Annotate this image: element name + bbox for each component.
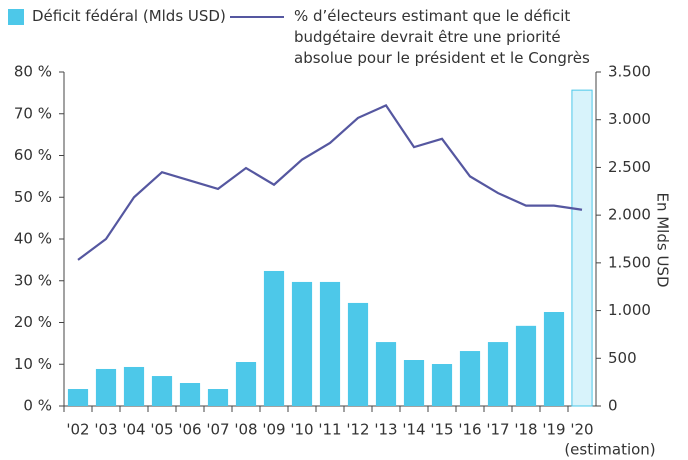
- y2-tick-label: 500: [608, 349, 637, 367]
- x-tick-label: '13: [374, 421, 397, 439]
- x-tick-label: '19: [542, 421, 565, 439]
- bar: [403, 360, 425, 406]
- y-tick-label: 30 %: [14, 271, 52, 289]
- bar: [347, 302, 369, 406]
- y-tick-label: 50 %: [14, 188, 52, 206]
- x-tick-label: '12: [346, 421, 369, 439]
- legend-line: % d’électeurs estimant que le déficit bu…: [230, 6, 620, 69]
- x-tick-label: '07: [206, 421, 229, 439]
- y-tick-label: 70 %: [14, 104, 52, 122]
- bar: [319, 281, 341, 406]
- bar: [459, 351, 481, 406]
- bar: [375, 342, 397, 406]
- legend-bar: Déficit fédéral (Mlds USD): [8, 6, 226, 27]
- y-tick-label: 40 %: [14, 230, 52, 248]
- x-tick-label: '09: [262, 421, 285, 439]
- y-tick-label: 20 %: [14, 313, 52, 331]
- x-tick-label: '08: [234, 421, 257, 439]
- y2-axis-title: En Mlds USD: [654, 192, 672, 287]
- bar: [151, 376, 173, 406]
- x-tick-label: '11: [318, 421, 341, 439]
- x-tick-label: '06: [178, 421, 201, 439]
- y-tick-label: 80 %: [14, 63, 52, 81]
- y2-tick-label: 1.500: [608, 253, 651, 271]
- bar: [543, 312, 565, 406]
- y2-tick-label: 2.000: [608, 206, 651, 224]
- legend-swatch: [8, 8, 24, 25]
- bar: [67, 389, 89, 406]
- y2-tick-label: 2.500: [608, 158, 651, 176]
- x-tick-label: '14: [402, 421, 425, 439]
- x-tick-label: '10: [290, 421, 313, 439]
- x-tick-label: '15: [430, 421, 453, 439]
- x-tick-label: '02: [66, 421, 89, 439]
- bar: [291, 281, 313, 406]
- legend-swatch: [230, 16, 284, 18]
- x-tick-label: '16: [458, 421, 481, 439]
- y2-tick-label: 0: [608, 397, 618, 415]
- x-tick-label: '20: [570, 421, 593, 439]
- bar: [431, 364, 453, 406]
- x-tick-label: '04: [122, 421, 145, 439]
- annotation: (estimation): [564, 441, 655, 459]
- legend-label: Déficit fédéral (Mlds USD): [32, 7, 226, 25]
- bar: [179, 383, 201, 406]
- legend-label: % d’électeurs estimant que le déficit bu…: [294, 7, 590, 67]
- bar: [263, 270, 285, 406]
- y-tick-label: 10 %: [14, 355, 52, 373]
- bar: [515, 325, 537, 406]
- y-tick-label: 0 %: [23, 397, 52, 415]
- line: [77, 104, 583, 261]
- x-tick-label: '17: [486, 421, 509, 439]
- bar: [235, 362, 257, 406]
- y2-tick-label: 3.000: [608, 110, 651, 128]
- y2-tick-label: 3.500: [608, 63, 651, 81]
- y-tick-label: 60 %: [14, 146, 52, 164]
- y2-tick-label: 1.000: [608, 301, 651, 319]
- x-tick-label: '18: [514, 421, 537, 439]
- x-tick-label: '03: [94, 421, 117, 439]
- bar: [487, 342, 509, 406]
- x-tick-label: '05: [150, 421, 173, 439]
- bar: [123, 366, 145, 406]
- bar: [207, 389, 229, 406]
- bar: [571, 89, 593, 407]
- bar: [95, 368, 117, 406]
